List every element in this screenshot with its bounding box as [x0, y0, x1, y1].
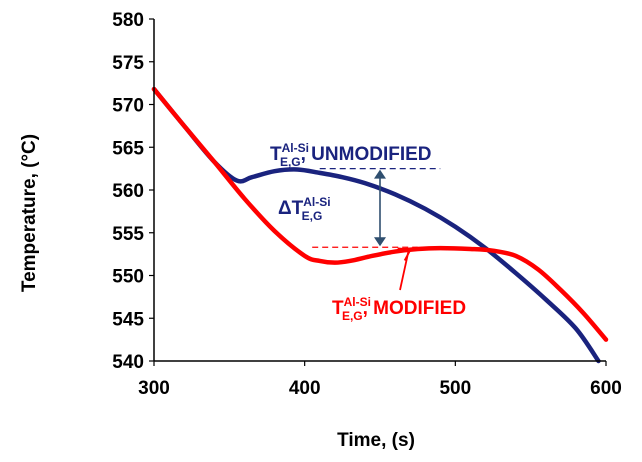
- delta-arrowhead-up: [374, 169, 386, 179]
- y-tick-label: 560: [112, 181, 144, 202]
- x-tick-label: 600: [590, 378, 622, 399]
- y-axis-title: Temperature, (°C): [19, 134, 40, 292]
- y-tick-labels: 540 545 550 555 560 565 570 575 580: [112, 10, 154, 373]
- y-tick-label: 545: [112, 309, 144, 330]
- annotation-unmodified-rest: , UNMODIFIED: [301, 144, 432, 165]
- annotation-guides: [312, 167, 441, 291]
- x-tick-label: 300: [138, 378, 170, 399]
- annotation-unmodified-main: T: [270, 144, 282, 165]
- series-line-modified: [151, 86, 609, 342]
- series-line-unmodified: [151, 86, 601, 364]
- x-axis-title: Time, (s): [337, 430, 415, 451]
- y-tick-label: 555: [112, 224, 144, 245]
- y-tick-label: 540: [112, 352, 144, 373]
- x-tick-labels: 300 400 500 600: [138, 361, 622, 399]
- annotation-modified: TAl-Si E,G, MODIFIED: [332, 295, 466, 323]
- y-tick-label: 550: [112, 267, 144, 288]
- annotation-delta: ΔTAl-Si E,G: [278, 195, 331, 223]
- x-tick-label: 500: [439, 378, 471, 399]
- delta-arrowhead-down: [374, 237, 386, 247]
- y-tick-label: 580: [112, 10, 144, 31]
- annotation-modified-sub: E,G: [342, 309, 363, 323]
- annotation-unmodified-sub: E,G: [280, 155, 301, 169]
- annotation-delta-sup: Al-Si: [303, 195, 330, 209]
- annotation-modified-main: T: [332, 298, 344, 319]
- annotation-unmodified: TAl-Si E,G, UNMODIFIED: [270, 141, 432, 169]
- modified-pointer-arrowhead: [397, 247, 413, 261]
- x-tick-label: 400: [289, 378, 321, 399]
- annotation-delta-sub: E,G: [302, 209, 323, 223]
- annotation-modified-sup: Al-Si: [344, 295, 371, 309]
- annotation-delta-main: ΔT: [278, 198, 304, 219]
- y-tick-label: 575: [112, 53, 144, 74]
- series-layer: [151, 86, 609, 364]
- annotation-unmodified-sup: Al-Si: [282, 141, 309, 155]
- y-tick-label: 570: [112, 96, 144, 117]
- y-tick-label: 565: [112, 138, 144, 159]
- annotation-modified-rest: , MODIFIED: [363, 298, 466, 319]
